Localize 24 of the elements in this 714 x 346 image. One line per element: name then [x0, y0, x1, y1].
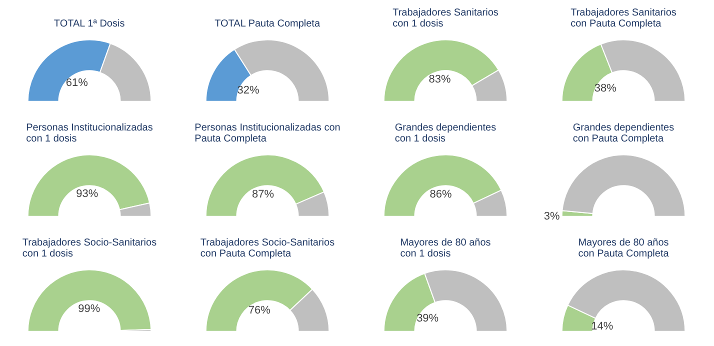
- data-label: 32%: [237, 84, 260, 97]
- data-label: 99%: [78, 302, 100, 315]
- data-label: 39%: [416, 312, 439, 324]
- data-label: 61%: [66, 76, 88, 89]
- chart-title: Mayores de 80 años con Pauta Completa: [578, 238, 670, 260]
- data-label: 93%: [76, 188, 98, 200]
- data-label: 38%: [594, 82, 617, 95]
- chart-title: Mayores de 80 años con 1 dosis: [400, 238, 491, 260]
- data-label: 87%: [252, 188, 274, 200]
- chart-title: Trabajadores Sanitarios con 1 dosis: [392, 8, 498, 30]
- data-label: 83%: [428, 74, 451, 86]
- chart-title: Grandes dependientes con Pauta Completa: [572, 122, 674, 144]
- data-label: 3%: [544, 210, 560, 222]
- chart-title: TOTAL 1ª Dosis: [54, 18, 125, 30]
- data-label: 76%: [248, 304, 271, 316]
- chart-title: Personas Institucionalizadas con 1 dosis: [26, 122, 153, 144]
- chart-title: Trabajadores Socio-Sanitarios con 1 dosis: [22, 238, 157, 260]
- data-label: 86%: [430, 188, 452, 200]
- chart-title: Trabajadores Sanitarios con Pauta Completa: [570, 8, 676, 30]
- chart-title: Personas Institucionalizadas con Pauta Completa: [194, 122, 340, 144]
- chart-title: Grandes dependientes con 1 dosis: [394, 122, 496, 144]
- chart-title: Trabajadores Socio-Sanitarios con Pauta Completa: [200, 238, 335, 260]
- data-label: 14%: [591, 320, 614, 332]
- chart-title: TOTAL Pauta Completa: [214, 18, 320, 30]
